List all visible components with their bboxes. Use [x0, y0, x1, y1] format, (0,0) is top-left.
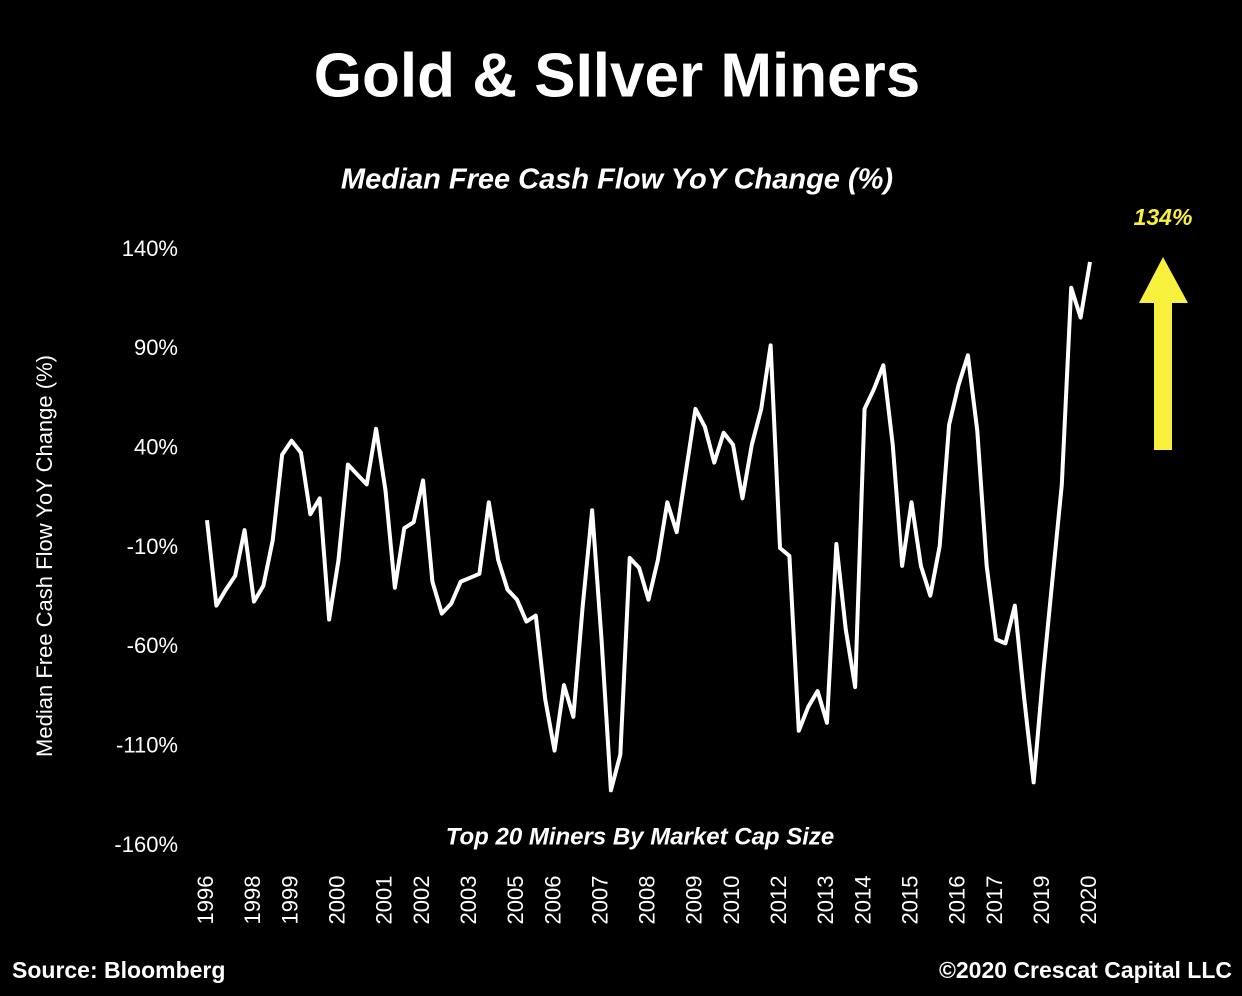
x-tick-label: 2002	[409, 876, 434, 925]
x-tick-label: 2017	[982, 876, 1007, 925]
y-tick-label: -10%	[127, 534, 178, 559]
y-tick-label: -60%	[127, 633, 178, 658]
line	[205, 261, 1092, 793]
x-tick-label: 2010	[719, 876, 744, 925]
y-tick-label: 40%	[134, 434, 178, 459]
arrow-shaft	[1154, 300, 1172, 450]
x-tick-label: 2012	[766, 876, 791, 925]
x-tick-label: 2020	[1076, 876, 1101, 925]
y-tick-label: 90%	[134, 335, 178, 360]
x-tick-label: 2016	[944, 876, 969, 925]
y-axis-title: Median Free Cash Flow YoY Change (%)	[32, 355, 57, 757]
x-tick-label: 2005	[503, 876, 528, 925]
chart-note: Top 20 Miners By Market Cap Size	[446, 823, 835, 850]
x-tick-label: 1999	[277, 876, 302, 925]
arrow-head	[1139, 257, 1188, 303]
source: Source: Bloomberg	[12, 957, 225, 983]
x-tick-label: 2007	[587, 876, 612, 925]
x-tick-label: 2008	[634, 876, 659, 925]
x-tick-label: 1998	[240, 876, 265, 925]
annotation: 134%	[1134, 204, 1193, 230]
copyright: ©2020 Crescat Capital LLC	[939, 957, 1232, 983]
x-tick-label: 2003	[456, 876, 481, 925]
chart-title: Gold & SIlver Miners	[314, 41, 920, 110]
x-tick-label: 2014	[850, 876, 875, 925]
x-tick-label: 1996	[193, 876, 218, 925]
x-tick-label: 2015	[897, 876, 922, 925]
x-tick-label: 2001	[371, 876, 396, 925]
y-tick-label: -160%	[114, 832, 178, 857]
x-tick-label: 2019	[1029, 876, 1054, 925]
x-tick-label: 2000	[324, 876, 349, 925]
arrow	[1139, 257, 1188, 450]
y-tick-label: 140%	[122, 236, 178, 261]
x-tick-label: 2009	[681, 876, 706, 925]
y-tick-label: -110%	[116, 732, 178, 757]
x-tick-label: 2013	[813, 876, 838, 925]
x-tick-label: 2006	[540, 876, 565, 925]
chart-subtitle: Median Free Cash Flow YoY Change (%)	[341, 164, 893, 196]
